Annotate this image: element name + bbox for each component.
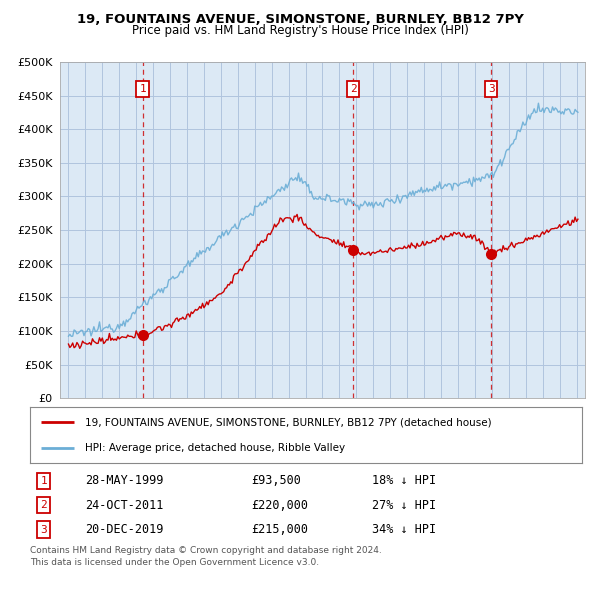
Text: 20-DEC-2019: 20-DEC-2019 <box>85 523 164 536</box>
Text: £93,500: £93,500 <box>251 474 301 487</box>
Text: 28-MAY-1999: 28-MAY-1999 <box>85 474 164 487</box>
Text: 2: 2 <box>350 84 356 94</box>
Text: Price paid vs. HM Land Registry's House Price Index (HPI): Price paid vs. HM Land Registry's House … <box>131 24 469 37</box>
Text: 3: 3 <box>488 84 495 94</box>
Text: Contains HM Land Registry data © Crown copyright and database right 2024.: Contains HM Land Registry data © Crown c… <box>30 546 382 555</box>
Text: This data is licensed under the Open Government Licence v3.0.: This data is licensed under the Open Gov… <box>30 558 319 566</box>
Text: 34% ↓ HPI: 34% ↓ HPI <box>372 523 436 536</box>
Text: £220,000: £220,000 <box>251 499 308 512</box>
Text: 24-OCT-2011: 24-OCT-2011 <box>85 499 164 512</box>
Text: £215,000: £215,000 <box>251 523 308 536</box>
Text: 3: 3 <box>40 525 47 535</box>
Text: 19, FOUNTAINS AVENUE, SIMONSTONE, BURNLEY, BB12 7PY (detached house): 19, FOUNTAINS AVENUE, SIMONSTONE, BURNLE… <box>85 417 492 427</box>
Text: 2: 2 <box>40 500 47 510</box>
Text: 1: 1 <box>139 84 146 94</box>
Text: HPI: Average price, detached house, Ribble Valley: HPI: Average price, detached house, Ribb… <box>85 443 346 453</box>
Text: 1: 1 <box>40 476 47 486</box>
Text: 18% ↓ HPI: 18% ↓ HPI <box>372 474 436 487</box>
Text: 19, FOUNTAINS AVENUE, SIMONSTONE, BURNLEY, BB12 7PY: 19, FOUNTAINS AVENUE, SIMONSTONE, BURNLE… <box>77 13 523 26</box>
Text: 27% ↓ HPI: 27% ↓ HPI <box>372 499 436 512</box>
